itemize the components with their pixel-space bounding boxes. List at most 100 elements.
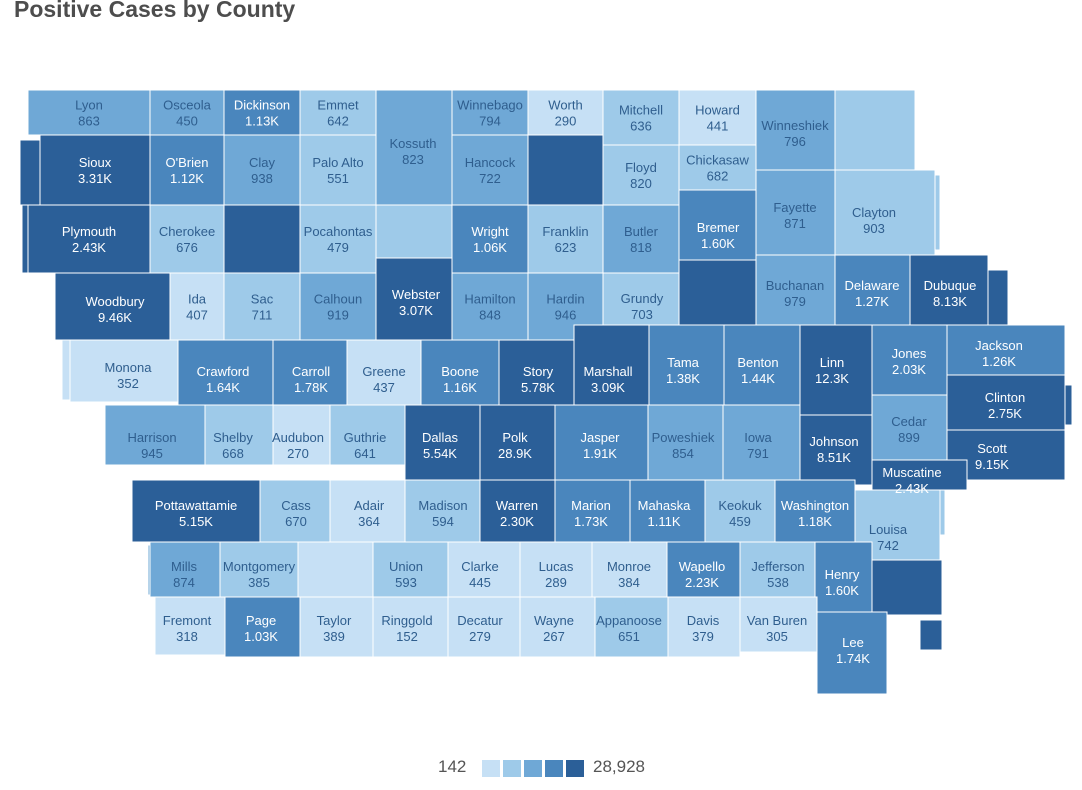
legend-max-label: 28,928 <box>593 757 645 776</box>
county-adair <box>329 479 406 543</box>
county-name-emmet: Emmet <box>317 98 359 113</box>
county-value-cedar: 899 <box>898 430 920 445</box>
county-name-boone: Boone <box>441 364 479 379</box>
county-marshall <box>573 324 650 406</box>
county-boone <box>420 339 500 406</box>
county-name-webster: Webster <box>392 287 441 302</box>
county-muscatine <box>871 459 968 491</box>
county-name-fremont: Fremont <box>163 613 212 628</box>
county-value-fremont: 318 <box>176 629 198 644</box>
county-wapello <box>666 541 741 598</box>
county-name-ringgold: Ringgold <box>381 613 432 628</box>
county-value-sac: 711 <box>252 308 273 323</box>
county-dickinson <box>223 89 301 136</box>
county-value-sioux: 3.31K <box>78 171 112 186</box>
county-mitchell <box>602 89 680 146</box>
county-hancock <box>451 134 529 206</box>
county-value-polk: 28.9K <box>498 446 532 461</box>
county-story <box>498 339 575 406</box>
county-name-wapello: Wapello <box>679 559 725 574</box>
county-name-lyon: Lyon <box>75 98 103 113</box>
county-ida <box>169 272 225 341</box>
county-name-kossuth: Kossuth <box>390 136 437 151</box>
county-value-webster: 3.07K <box>399 303 433 318</box>
county-name-dickinson: Dickinson <box>234 98 290 113</box>
county-name-harrison: Harrison <box>127 430 176 445</box>
county-name-montgomery: Montgomery <box>223 559 296 574</box>
county-value-jones: 2.03K <box>892 362 926 377</box>
county-value-johnson: 8.51K <box>817 450 851 465</box>
county-name-franklin: Franklin <box>542 224 588 239</box>
county-name-butler: Butler <box>624 224 659 239</box>
county-name-sac: Sac <box>251 292 274 307</box>
county-clay <box>223 134 301 206</box>
county-name-winnebago: Winnebago <box>457 98 523 113</box>
county-lyon <box>27 89 151 136</box>
county-lee <box>816 611 888 695</box>
county-name-plymouth: Plymouth <box>62 224 116 239</box>
county-name-keokuk: Keokuk <box>718 498 762 513</box>
county-adams <box>297 541 374 598</box>
county-name-bremer: Bremer <box>697 220 740 235</box>
county-name-marion: Marion <box>571 498 611 513</box>
county-emmet <box>299 89 377 136</box>
legend-min-label: 142 <box>438 757 467 776</box>
county-dubuque <box>909 254 989 326</box>
county-name-lucas: Lucas <box>539 559 574 574</box>
county-webster <box>375 257 453 341</box>
county-ringgold <box>372 596 449 658</box>
county-name-clayton: Clayton <box>852 205 896 220</box>
county-sioux <box>39 134 151 206</box>
county-pottawattamie <box>131 479 261 543</box>
county-name-pottawattamie: Pottawattamie <box>155 498 237 513</box>
county-value-hancock: 722 <box>479 171 501 186</box>
county-name-story: Story <box>523 364 554 379</box>
county-name-cass: Cass <box>281 498 311 513</box>
county-name-mitchell: Mitchell <box>619 103 663 118</box>
county-name-madison: Madison <box>418 498 467 513</box>
county-value-dickinson: 1.13K <box>245 114 279 129</box>
county-value-chickasaw: 682 <box>707 169 729 184</box>
county-value-ida: 407 <box>186 308 208 323</box>
county-value-shelby: 668 <box>222 446 244 461</box>
county-value-pocahontas: 479 <box>327 240 349 255</box>
county-name-clinton: Clinton <box>985 390 1025 405</box>
county-value-union: 593 <box>395 575 417 590</box>
county-fremont <box>154 596 226 656</box>
county-crawford <box>177 339 274 406</box>
county-name-ida: Ida <box>188 292 207 307</box>
county-name-davis: Davis <box>687 613 720 628</box>
county-marion <box>554 479 631 543</box>
county-decatur <box>447 596 521 658</box>
county-humboldt <box>375 204 453 259</box>
county-name-fayette: Fayette <box>773 200 816 215</box>
county-name-union: Union <box>389 559 423 574</box>
county-value-marion: 1.73K <box>574 514 608 529</box>
county-name-monona: Monona <box>105 360 153 375</box>
county-value-hardin: 946 <box>555 308 577 323</box>
county-value-mitchell: 636 <box>630 119 652 134</box>
county-value-floyd: 820 <box>630 176 652 191</box>
county-value-story: 5.78K <box>521 380 555 395</box>
county-vanburen <box>739 596 818 653</box>
county-name-jones: Jones <box>892 346 927 361</box>
county-clayton <box>834 169 936 256</box>
county-value-fayette: 871 <box>784 216 806 231</box>
county-woodbury <box>54 272 171 341</box>
county-jefferson <box>739 541 816 598</box>
county-name-warren: Warren <box>496 498 538 513</box>
county-value-clay: 938 <box>251 171 273 186</box>
county-value-jackson: 1.26K <box>982 354 1016 369</box>
county-value-jefferson: 538 <box>767 575 789 590</box>
county-name-crawford: Crawford <box>197 364 250 379</box>
county-calhoun <box>299 272 377 341</box>
legend-swatch-1 <box>482 760 500 777</box>
county-plymouth <box>27 204 151 274</box>
county-name-jefferson: Jefferson <box>751 559 804 574</box>
county-winnebago <box>451 89 529 136</box>
county-value-page: 1.03K <box>244 629 278 644</box>
county-name-paloalto: Palo Alto <box>312 155 363 170</box>
county-name-jasper: Jasper <box>580 430 620 445</box>
county-value-calhoun: 919 <box>327 308 349 323</box>
county-name-henry: Henry <box>825 567 860 582</box>
